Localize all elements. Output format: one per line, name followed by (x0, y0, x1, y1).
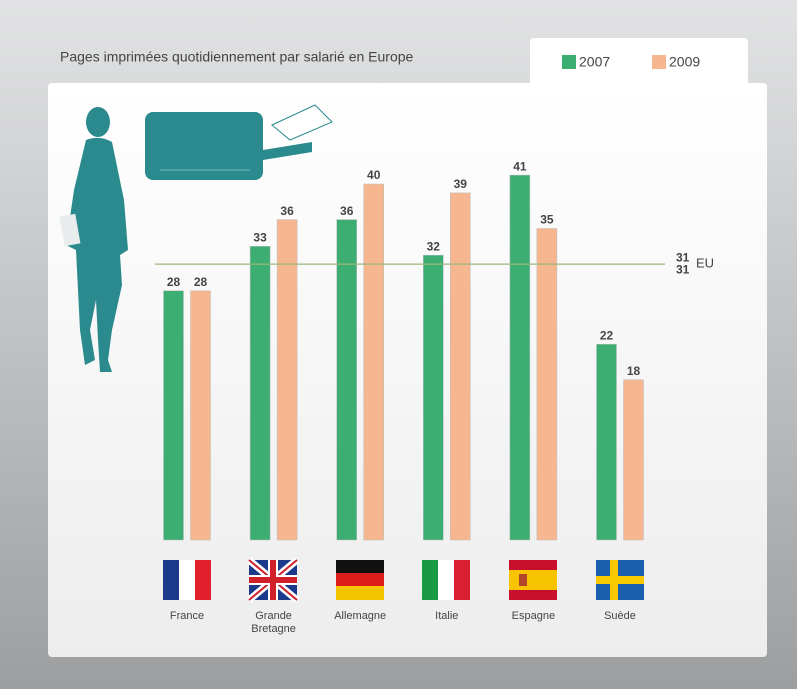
legend-swatch (652, 55, 666, 69)
bar (336, 219, 357, 541)
bar (623, 379, 644, 541)
value-label: 36 (280, 204, 294, 218)
value-label: 28 (167, 275, 181, 289)
legend-label: 2007 (579, 54, 610, 70)
silhouette (59, 107, 128, 372)
bar (163, 290, 184, 541)
value-label: 39 (454, 177, 468, 191)
value-label: 41 (513, 159, 527, 173)
flags (163, 557, 644, 603)
reference-value: 31 (676, 250, 690, 264)
category-label: Espagne (511, 610, 556, 622)
value-label: 33 (253, 230, 267, 244)
bar (509, 174, 531, 541)
legend-label: 2009 (669, 54, 700, 70)
bar (276, 219, 298, 541)
reference-label: EU (696, 256, 714, 271)
bar (190, 290, 211, 541)
bar (536, 228, 558, 541)
bar (423, 254, 444, 541)
value-label: 40 (367, 168, 381, 182)
value-label: 28 (194, 275, 208, 289)
value-label: 32 (427, 239, 441, 253)
reference-value: 31 (676, 262, 690, 276)
legend-swatch (562, 55, 576, 69)
value-label: 18 (627, 364, 641, 378)
category-label: Allemagne (334, 610, 387, 622)
category-label: Suède (604, 610, 636, 622)
value-label: 36 (340, 204, 354, 218)
value-label: 35 (540, 213, 554, 227)
category-label: Grande Bretagne (251, 610, 296, 635)
printer (145, 104, 333, 180)
category-label: France (169, 610, 205, 622)
chart-title: Pages imprimées quotidiennement par sala… (60, 49, 414, 65)
value-label: 22 (600, 328, 614, 342)
bar (450, 192, 471, 541)
bar (596, 343, 617, 541)
bar (363, 183, 384, 541)
bar (249, 246, 271, 541)
category-label: Italie (435, 610, 459, 622)
